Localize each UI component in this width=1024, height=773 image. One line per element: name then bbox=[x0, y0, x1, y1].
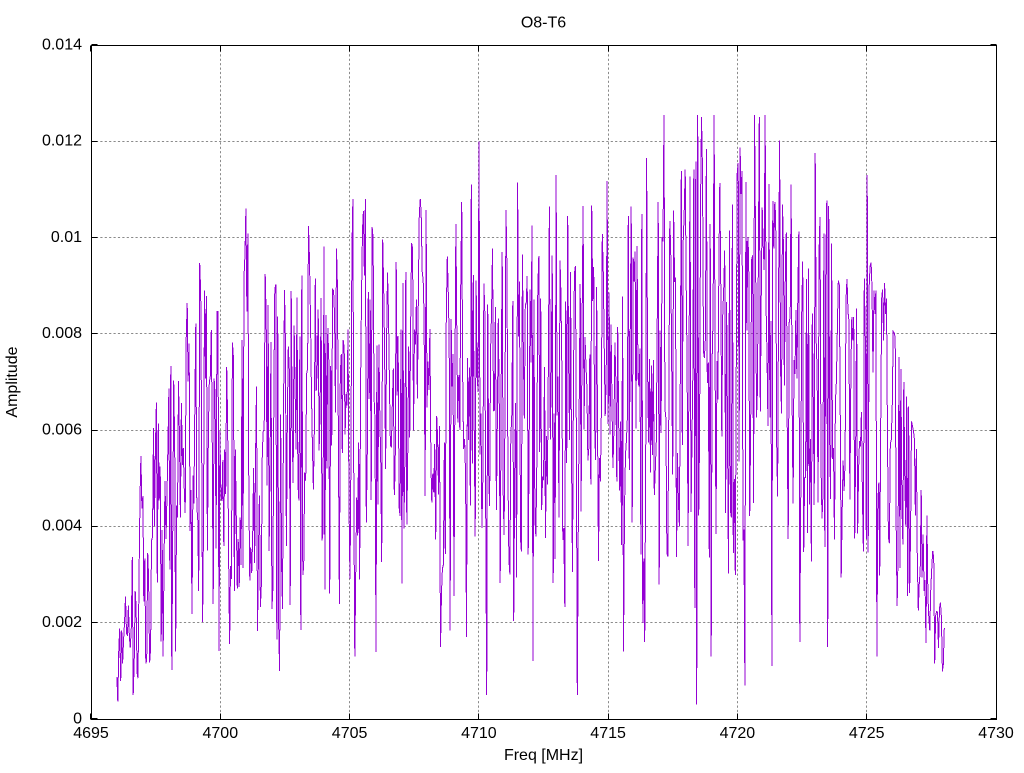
svg-text:0.002: 0.002 bbox=[42, 614, 82, 631]
svg-text:4695: 4695 bbox=[73, 725, 109, 742]
svg-text:0.01: 0.01 bbox=[51, 229, 82, 246]
svg-text:0.008: 0.008 bbox=[42, 325, 82, 342]
svg-text:0.014: 0.014 bbox=[42, 36, 82, 53]
svg-text:Freq [MHz]: Freq [MHz] bbox=[504, 747, 583, 764]
svg-text:0.006: 0.006 bbox=[42, 421, 82, 438]
svg-text:O8-T6: O8-T6 bbox=[521, 15, 566, 32]
svg-text:4715: 4715 bbox=[590, 725, 626, 742]
svg-text:4730: 4730 bbox=[978, 725, 1014, 742]
svg-text:0: 0 bbox=[73, 710, 82, 727]
svg-text:4705: 4705 bbox=[332, 725, 368, 742]
svg-text:0.004: 0.004 bbox=[42, 518, 82, 535]
svg-text:4720: 4720 bbox=[720, 725, 756, 742]
svg-text:4700: 4700 bbox=[203, 725, 239, 742]
svg-text:Amplitude: Amplitude bbox=[4, 346, 21, 417]
svg-text:4725: 4725 bbox=[849, 725, 885, 742]
svg-text:4710: 4710 bbox=[461, 725, 497, 742]
svg-text:0.012: 0.012 bbox=[42, 133, 82, 150]
